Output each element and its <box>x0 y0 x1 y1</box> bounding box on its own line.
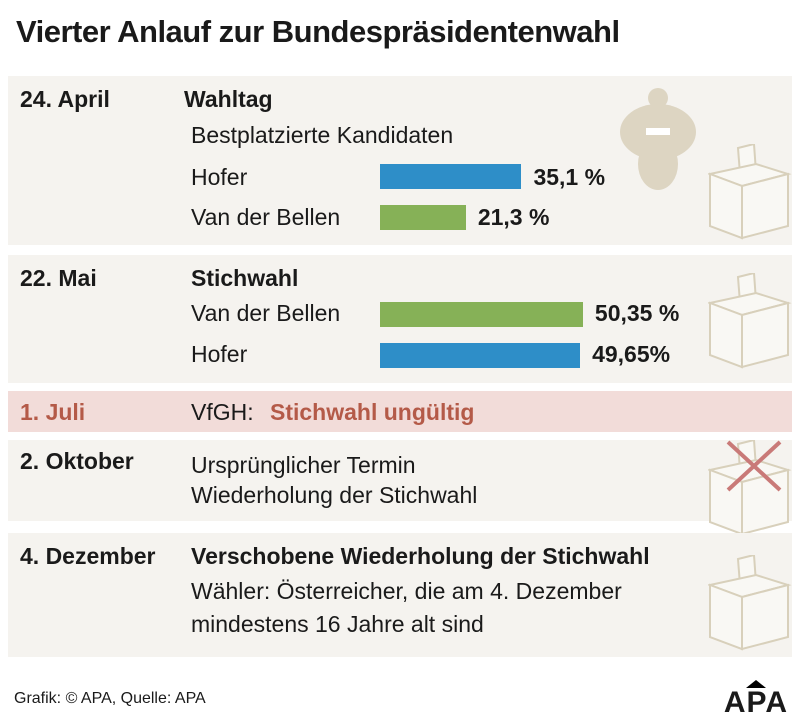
row-prefix: VfGH: <box>191 399 254 425</box>
row-heading: Stichwahl ungültig <box>270 399 475 425</box>
panel-dezember: 4. Dezember Verschobene Wiederholung der… <box>8 533 792 657</box>
date-label: 1. Juli <box>20 399 86 425</box>
row-text-line: mindestens 16 Jahre alt sind <box>191 611 484 637</box>
panel-oktober: 2. Oktober Ursprünglicher Termin Wiederh… <box>8 440 792 536</box>
row-subheading: Bestplatzierte Kandidaten <box>191 122 454 148</box>
ballot-box-icon <box>708 144 792 240</box>
bar-value: 35,1 % <box>533 164 606 190</box>
page-title: Vierter Anlauf zur Bundespräsidentenwahl <box>16 14 620 49</box>
bar-hofer <box>380 343 581 368</box>
bar-label: Van der Bellen <box>191 204 341 230</box>
date-label: 24. April <box>20 86 110 112</box>
panel-april: 24. April Wahltag Bestplatzierte Kandida… <box>8 76 792 245</box>
bar-hofer <box>380 164 522 189</box>
bar-value: 49,65% <box>592 341 671 367</box>
ballot-box-crossed-icon <box>708 440 792 536</box>
date-label: 22. Mai <box>20 265 97 291</box>
austrian-eagle-icon <box>620 88 696 190</box>
bar-value: 50,35 % <box>594 300 680 326</box>
bar-van-der-bellen <box>380 302 583 327</box>
row-text-line: Wähler: Österreicher, die am 4. Dezember <box>191 578 622 604</box>
bar-value: 21,3 % <box>477 204 550 230</box>
row-heading: Wahltag <box>184 86 273 112</box>
source-footer: Grafik: © APA, Quelle: APA <box>14 690 206 707</box>
bar-label: Hofer <box>191 341 248 367</box>
ballot-box-icon <box>708 555 792 651</box>
apa-logo: APA <box>724 680 788 720</box>
row-text-line: Ursprünglicher Termin <box>191 452 416 478</box>
row-heading: Stichwahl <box>191 265 299 291</box>
row-heading: Verschobene Wiederholung der Stichwahl <box>191 543 650 569</box>
date-label: 2. Oktober <box>20 448 134 474</box>
row-text-line: Wiederholung der Stichwahl <box>191 482 478 508</box>
bar-label: Van der Bellen <box>191 300 341 326</box>
bar-label: Hofer <box>191 164 248 190</box>
ballot-box-icon <box>708 273 792 369</box>
panel-juli: 1. Juli VfGH: Stichwahl ungültig <box>8 391 792 432</box>
bar-van-der-bellen <box>380 205 466 230</box>
date-label: 4. Dezember <box>20 543 156 569</box>
panel-mai: 22. Mai Stichwahl Van der Bellen Hofer 5… <box>8 255 792 383</box>
